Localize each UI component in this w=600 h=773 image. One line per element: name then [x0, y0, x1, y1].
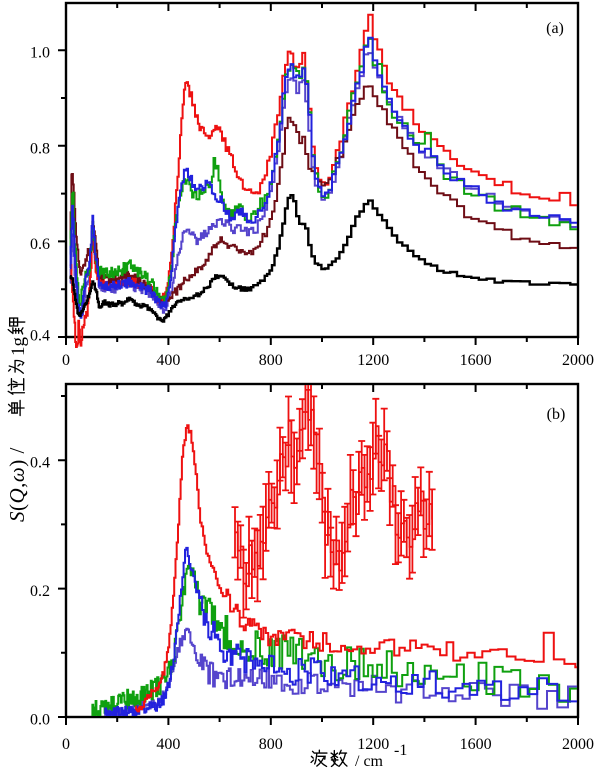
svg-text:0.4: 0.4 [30, 328, 50, 345]
svg-text:0.6: 0.6 [30, 236, 50, 253]
svg-text:S(Q,ω) /: S(Q,ω) / [5, 447, 29, 522]
svg-text:1200: 1200 [357, 736, 389, 753]
svg-text:400: 400 [156, 736, 180, 753]
svg-text:1g: 1g [8, 337, 29, 357]
svg-text:0: 0 [62, 352, 70, 369]
svg-text:-1: -1 [394, 742, 407, 759]
svg-text:1600: 1600 [460, 736, 492, 753]
svg-text:/ cm: / cm [355, 753, 384, 770]
svg-text:0.4: 0.4 [30, 455, 50, 472]
svg-text:2000: 2000 [562, 736, 594, 753]
svg-text:0.2: 0.2 [30, 583, 50, 600]
svg-text:800: 800 [259, 736, 283, 753]
svg-text:0.0: 0.0 [30, 712, 50, 729]
svg-text:0.8: 0.8 [30, 140, 50, 157]
svg-text:1200: 1200 [357, 352, 389, 369]
svg-text:2000: 2000 [562, 352, 594, 369]
svg-text:400: 400 [156, 352, 180, 369]
svg-text:1.0: 1.0 [30, 45, 50, 62]
svg-text:800: 800 [259, 352, 283, 369]
svg-text:0: 0 [62, 736, 70, 753]
svg-text:(a): (a) [546, 20, 564, 37]
svg-text:(b): (b) [547, 406, 566, 423]
svg-text:1600: 1600 [460, 352, 492, 369]
